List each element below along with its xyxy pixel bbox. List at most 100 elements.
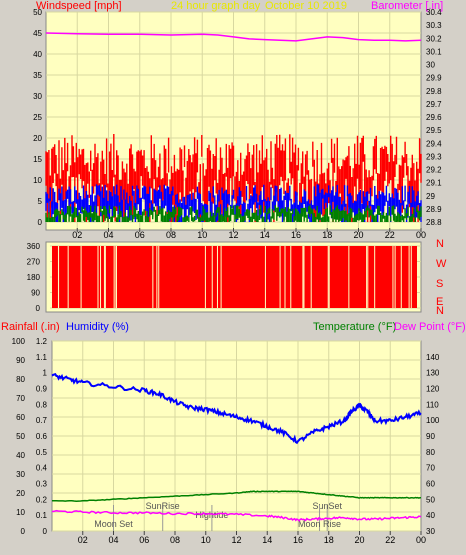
humidity-axis-title: Humidity (%) [66, 321, 129, 333]
humidity-tick-label: 0.9 [36, 385, 48, 394]
x-tick-label: 12 [228, 230, 238, 240]
wind-tick-label: 20 [33, 134, 42, 143]
barometer-line-path [45, 32, 422, 42]
barometer-tick-label: 29.2 [426, 166, 442, 175]
humidity-tick-label: 1 [43, 369, 48, 378]
wind-tick-label: 40 [33, 50, 42, 59]
barometer-tick-label: 28.8 [426, 218, 442, 227]
wind-x-ticks: 02 04 06 08 10 12 14 16 18 20 22 00 [72, 228, 426, 240]
x-tick-label: 00 [416, 230, 426, 240]
direction-tick-label: 180 [27, 273, 41, 282]
barometer-tick-label: 28.9 [426, 205, 442, 214]
wind-tick-label: 15 [33, 155, 42, 164]
dewpoint-axis-title: Dew Point (°F) [394, 321, 466, 333]
x-tick-label: 02 [78, 535, 88, 545]
humidity-tick-label: 0.5 [36, 448, 48, 457]
x-tick-label: 06 [135, 230, 145, 240]
x-tick-label: 20 [354, 535, 364, 545]
barometer-tick-label: 29 [426, 192, 435, 201]
barometer-tick-label: 29.6 [426, 113, 442, 122]
marker-label: Moon Rise [298, 519, 341, 529]
temperature-tick-label: 80 [426, 448, 435, 457]
chart-title: 24 hour graph day [171, 0, 261, 12]
wind-tick-label: 50 [33, 8, 42, 17]
temperature-axis-title: Temperature (°F) [313, 321, 396, 333]
wind-tick-label: 10 [33, 176, 42, 185]
temperature-tick-label: 30 [426, 527, 435, 536]
direction-bars [52, 246, 417, 308]
x-tick-label: 18 [324, 535, 334, 545]
barometer-tick-label: 30 [426, 61, 435, 70]
x-tick-label: 08 [170, 535, 180, 545]
wind-y-ticks: 0 5 10 15 20 25 30 35 40 45 50 [33, 8, 42, 227]
marker-label: Hightide [195, 510, 228, 520]
x-tick-label: 04 [103, 230, 113, 240]
x-tick-label: 20 [353, 230, 363, 240]
temperature-tick-label: 70 [426, 464, 435, 473]
barometer-tick-label: 30.1 [426, 47, 442, 56]
wind-tick-label: 35 [33, 71, 42, 80]
barometer-tick-label: 29.3 [426, 152, 442, 161]
rainfall-tick-label: 30 [16, 470, 25, 479]
compass-letter: S [436, 278, 443, 290]
wind-bands [45, 134, 422, 222]
humidity-tick-label: 0.2 [36, 495, 48, 504]
wind-tick-label: 30 [33, 92, 42, 101]
x-tick-label: 04 [108, 535, 118, 545]
temperature-tick-label: 100 [426, 416, 440, 425]
x-tick-label: 10 [201, 535, 211, 545]
temperature-tick-label: 60 [426, 480, 435, 489]
rainfall-tick-label: 60 [16, 413, 25, 422]
average-band [45, 184, 422, 222]
rainfall-y-ticks: 0 10 20 30 40 50 60 70 80 90 100 [12, 337, 26, 536]
barometer-tick-label: 30.4 [426, 8, 442, 17]
compass-letter: E [436, 296, 443, 308]
barometer-tick-label: 29.5 [426, 126, 442, 135]
compass-letter: N [436, 238, 444, 250]
barometer-tick-label: 30.3 [426, 21, 442, 30]
humidity-tick-label: 0.4 [36, 464, 48, 473]
direction-fill [52, 246, 417, 308]
temperature-y-ticks: 30 40 50 60 70 80 90 100 110 120 130 140 [426, 353, 440, 536]
x-tick-label: 10 [197, 230, 207, 240]
barometer-tick-label: 29.7 [426, 100, 442, 109]
wind-tick-label: 45 [33, 29, 42, 38]
marker-label: SunRise [146, 501, 180, 511]
humidity-tick-label: 1.2 [36, 337, 48, 346]
humidity-tick-label: 0.1 [36, 511, 48, 520]
temperature-line [51, 490, 421, 502]
wind-tick-label: 25 [33, 113, 42, 122]
temperature-tick-label: 50 [426, 495, 435, 504]
wind-tick-label: 0 [38, 218, 43, 227]
temperature-tick-label: 140 [426, 353, 440, 362]
humidity-tick-label: 0 [43, 527, 48, 536]
x-tick-label: 14 [262, 535, 272, 545]
x-tick-label: 02 [72, 230, 82, 240]
barometer-tick-label: 30.2 [426, 34, 442, 43]
low-band [45, 205, 422, 222]
temperature-tick-label: 90 [426, 432, 435, 441]
humidity-tick-label: 1.1 [36, 353, 48, 362]
rainfall-tick-label: 20 [16, 489, 25, 498]
direction-tick-label: 90 [31, 289, 40, 298]
marker-label: SunSet [312, 501, 342, 511]
x-tick-label: 16 [291, 230, 301, 240]
humidity-y-ticks: 0 0.1 0.2 0.3 0.4 0.5 0.6 0.7 0.8 0.9 1 1.1 1.2 [36, 337, 48, 536]
compass-letter: W [436, 258, 447, 270]
barometer-tick-label: 29.4 [426, 139, 442, 148]
direction-tick-label: 0 [36, 304, 41, 313]
x-tick-label: 12 [231, 535, 241, 545]
rainfall-tick-label: 70 [16, 394, 25, 403]
astro-markers: Moon Set SunRise Hightide SunSet Moon Rise [94, 501, 342, 531]
rainfall-tick-label: 90 [16, 356, 25, 365]
humidity-lines [51, 373, 422, 522]
rainfall-tick-label: 50 [16, 432, 25, 441]
x-tick-label: 22 [385, 230, 395, 240]
x-tick-label: 18 [322, 230, 332, 240]
x-tick-label: 14 [260, 230, 270, 240]
humidity-line [51, 373, 422, 445]
temperature-tick-label: 120 [426, 385, 440, 394]
x-tick-label: 22 [385, 535, 395, 545]
